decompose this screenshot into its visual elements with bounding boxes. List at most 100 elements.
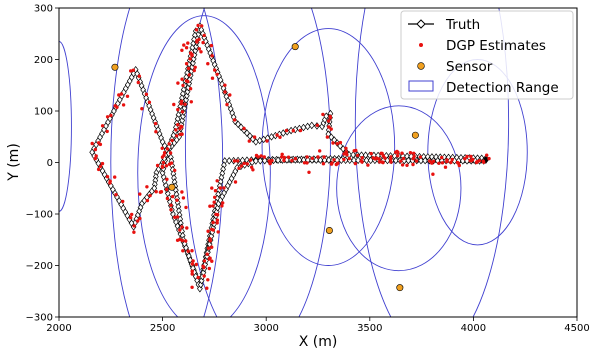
dgp-estimate-point — [395, 149, 399, 154]
dgp-estimate-point — [328, 114, 332, 119]
dgp-estimate-point — [481, 159, 485, 163]
dgp-estimate-point — [232, 159, 237, 163]
dgp-estimate-point — [105, 129, 109, 134]
dgp-estimate-point — [381, 154, 385, 158]
dgp-estimate-point — [105, 115, 110, 119]
dgp-estimate-point — [176, 107, 180, 112]
dgp-estimate-point — [215, 72, 219, 77]
dgp-estimate-point — [389, 160, 393, 164]
dgp-estimate-point — [374, 156, 379, 160]
dgp-estimate-point — [175, 215, 180, 219]
dgp-estimate-point — [315, 123, 319, 128]
dgp-estimate-point — [254, 153, 259, 158]
dgp-estimate-point — [332, 158, 336, 162]
dgp-estimate-point — [378, 160, 382, 164]
dgp-estimate-point — [153, 121, 158, 126]
dgp-estimate-point — [293, 157, 298, 161]
dgp-estimate-point — [366, 163, 370, 167]
dgp-estimate-point — [96, 167, 101, 172]
dgp-estimate-point — [322, 155, 326, 159]
detection-range-ellipse — [261, 28, 396, 266]
dgp-estimate-point — [186, 249, 190, 253]
dgp-estimate-point — [98, 164, 103, 169]
dgp-estimate-point — [321, 112, 325, 117]
dgp-estimate-point — [377, 157, 381, 161]
dgp-estimate-point — [132, 230, 136, 234]
dgp-estimate-point — [210, 76, 215, 80]
dgp-estimate-point — [302, 161, 307, 165]
dgp-estimate-point — [180, 77, 184, 81]
truth-marker — [235, 120, 241, 129]
dgp-estimate-point — [180, 99, 184, 104]
x-tick-label: 4500 — [564, 323, 589, 334]
dgp-estimate-point — [186, 41, 190, 45]
dgp-estimate-point — [431, 172, 435, 176]
truth-marker — [179, 116, 186, 125]
dgp-estimate-point — [170, 138, 174, 143]
dgp-estimate-point — [331, 141, 335, 145]
dgp-estimate-point — [176, 81, 180, 85]
dgp-estimate-point — [344, 146, 348, 150]
dgp-estimate-point — [242, 126, 246, 131]
dgp-estimate-point — [248, 158, 253, 162]
dgp-estimate-point — [208, 239, 212, 243]
dgp-estimate-point — [380, 160, 384, 164]
dgp-estimate-point — [190, 285, 194, 289]
dgp-estimate-point — [121, 199, 125, 204]
dgp-estimate-point — [359, 159, 363, 163]
truth-marker — [198, 276, 205, 285]
truth-marker — [185, 83, 192, 92]
detection-range-layer — [59, 8, 528, 317]
sensor-point — [325, 226, 333, 234]
dgp-estimate-point — [411, 162, 415, 167]
dgp-estimate-point — [131, 68, 136, 72]
dgp-estimate-point — [326, 119, 331, 123]
dgp-estimate-point — [443, 165, 448, 169]
dgp-estimate-point — [136, 80, 140, 85]
dgp-estimate-point — [121, 103, 126, 107]
dgp-estimate-point — [129, 216, 133, 220]
truth-marker — [238, 123, 244, 131]
dgp-estimate-point — [208, 256, 212, 260]
dgp-estimate-point — [327, 125, 331, 129]
dgp-estimate-point — [477, 159, 482, 163]
dgp-estimate-point — [335, 142, 339, 146]
dgp-estimate-point — [200, 24, 204, 28]
y-tick-label: 100 — [34, 107, 53, 118]
dgp-estimate-point — [259, 154, 263, 158]
dgp-estimate-point — [162, 151, 167, 155]
truth-marker — [323, 112, 330, 120]
dgp-estimate-point — [206, 278, 210, 282]
truth-marker — [392, 156, 399, 165]
dgp-estimate-point — [174, 128, 178, 132]
dgp-estimate-point — [155, 163, 160, 168]
dgp-estimate-point — [184, 46, 189, 50]
dgp-estimate-point — [275, 133, 279, 137]
sensor-layer — [111, 43, 419, 292]
dgp-estimate-point — [400, 151, 404, 155]
dgp-estimate-point — [215, 218, 220, 222]
dgp-estimate-point — [450, 157, 454, 162]
sensor-swatch — [417, 62, 425, 70]
dgp-estimate-point — [265, 139, 269, 143]
truth-marker — [308, 121, 315, 130]
y-tick-label: −100 — [26, 210, 53, 221]
dgp-estimate-point — [280, 152, 284, 156]
dgp-estimate-point — [401, 156, 406, 161]
dgp-estimate-point — [193, 65, 197, 70]
dgp-estimate-point — [286, 155, 291, 159]
detection-range-ellipse — [110, 8, 224, 317]
dgp-estimate-point — [284, 128, 289, 133]
dgp-estimate-point — [209, 43, 214, 48]
dgp-estimate-point — [180, 125, 184, 129]
dgp-estimate-point — [239, 164, 244, 168]
dgp-estimate-point — [202, 274, 206, 278]
truth-marker — [418, 156, 424, 165]
dgp-estimate-point — [251, 168, 255, 172]
dgp-estimate-point — [487, 156, 491, 161]
legend-item-sensor: Sensor — [417, 59, 493, 75]
dgp-estimate-point — [109, 113, 113, 118]
sensor-point — [168, 183, 176, 191]
truth-marker — [367, 156, 374, 165]
